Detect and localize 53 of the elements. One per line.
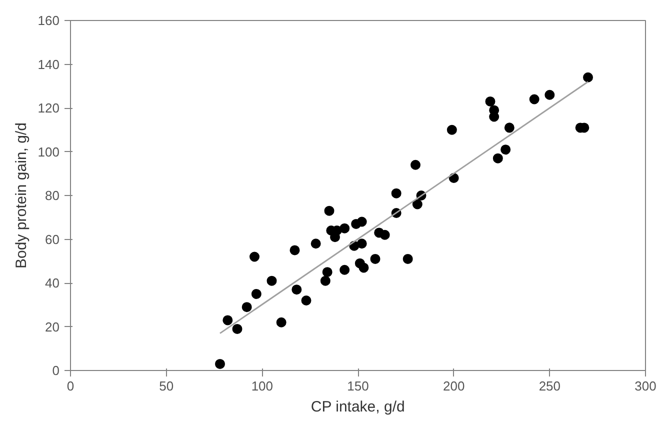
point <box>301 296 312 306</box>
point <box>529 94 540 104</box>
x-tick-label: 300 <box>634 378 656 394</box>
point <box>222 315 233 326</box>
x-tick-label: 50 <box>159 378 174 394</box>
y-tick-label: 100 <box>38 144 60 160</box>
x-tick-label: 250 <box>538 378 561 394</box>
y-axis-title: Body protein gain, g/d <box>12 122 30 268</box>
point <box>250 252 260 262</box>
point <box>292 284 302 295</box>
y-tick-label: 40 <box>45 276 60 290</box>
point <box>320 276 330 286</box>
x-tick-label: 100 <box>251 378 274 394</box>
point <box>380 230 390 240</box>
y-tick-label: 160 <box>38 13 60 28</box>
point <box>232 324 242 334</box>
point <box>324 206 334 216</box>
point <box>266 276 277 286</box>
point <box>356 238 367 249</box>
x-tick-label: 150 <box>347 378 369 394</box>
y-tick-label: 60 <box>45 232 60 247</box>
point <box>290 245 300 256</box>
point <box>391 188 402 198</box>
x-tick-label: 200 <box>442 378 465 394</box>
y-tick-label: 20 <box>45 319 60 334</box>
point <box>370 254 380 264</box>
point <box>322 267 332 278</box>
point <box>242 302 252 312</box>
y-tick-label: 120 <box>38 100 60 116</box>
point <box>251 288 262 299</box>
y-tick-label: 80 <box>45 188 60 203</box>
point <box>446 124 457 135</box>
y-tick-label: 140 <box>38 56 60 72</box>
point <box>276 317 286 328</box>
point <box>500 144 511 155</box>
point <box>215 358 225 369</box>
point <box>340 264 350 275</box>
point <box>504 122 514 133</box>
y-tick-label: 0 <box>52 363 60 378</box>
point <box>310 238 321 249</box>
point <box>358 262 369 273</box>
point <box>356 216 367 227</box>
point <box>412 199 422 210</box>
x-axis-title: CP intake, g/d <box>310 398 405 416</box>
point <box>485 96 496 106</box>
x-tick-label: 0 <box>66 378 74 394</box>
point <box>492 153 503 164</box>
point <box>583 72 593 82</box>
point <box>410 160 420 170</box>
point <box>544 90 555 100</box>
point <box>340 223 350 234</box>
point <box>402 254 413 264</box>
point <box>489 112 500 122</box>
